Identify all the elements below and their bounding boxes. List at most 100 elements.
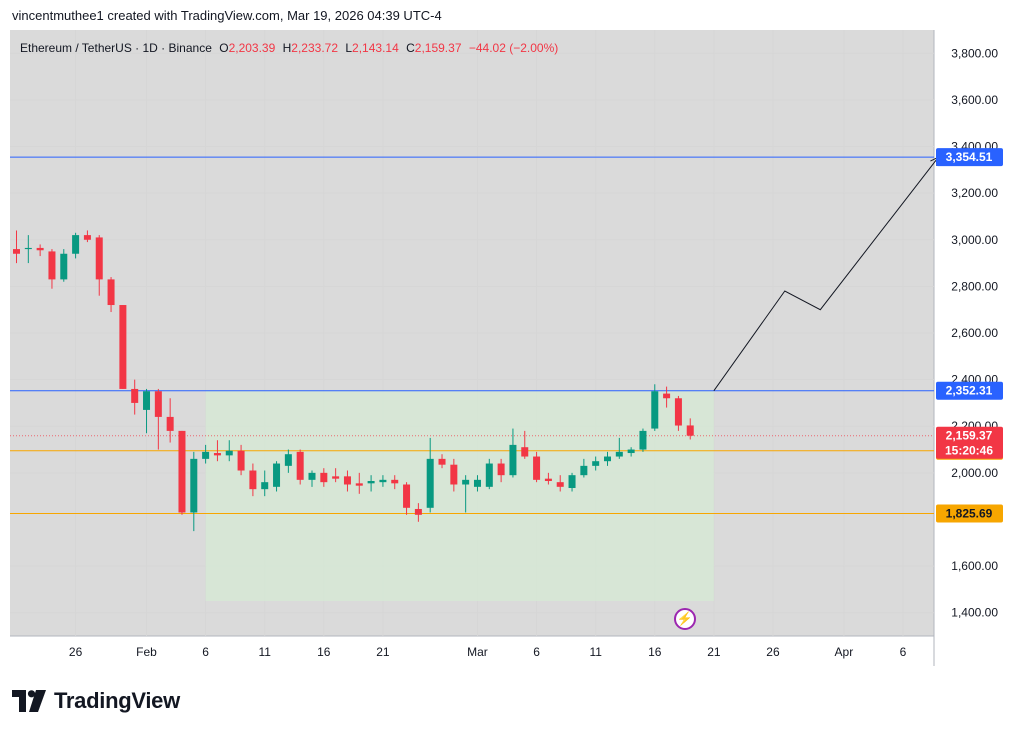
x-tick-label: 16 xyxy=(317,645,331,659)
y-tick-label: 1,400.00 xyxy=(951,606,998,620)
candle-body xyxy=(485,463,493,487)
candle-body xyxy=(391,479,399,484)
candle-body xyxy=(72,235,80,254)
x-tick-label: 21 xyxy=(707,645,721,659)
tradingview-logo[interactable]: TradingView xyxy=(12,687,180,715)
candle-body xyxy=(450,464,458,485)
x-tick-label: 11 xyxy=(258,645,271,659)
candle-body xyxy=(674,398,682,426)
candle-body xyxy=(154,391,162,417)
low-value: 2,143.14 xyxy=(352,41,399,55)
price-tag-blue-lower-text: 2,352.31 xyxy=(946,384,993,398)
price-axis-background xyxy=(934,30,1014,666)
candle-body xyxy=(462,479,470,485)
price-tag-orange-lower xyxy=(936,504,1003,523)
candle-body xyxy=(509,444,517,476)
candle-body xyxy=(213,453,221,456)
candle-body xyxy=(131,388,139,403)
candle-body xyxy=(296,451,304,480)
candle-body xyxy=(533,456,541,480)
current-price-tag-text: 2,159.37 xyxy=(946,429,993,443)
close-value: 2,159.37 xyxy=(414,41,462,55)
candle-body xyxy=(663,393,671,399)
x-tick-label: 21 xyxy=(376,645,390,659)
x-tick-label: 26 xyxy=(69,645,83,659)
candle-body xyxy=(308,472,316,480)
candle-body xyxy=(107,279,115,306)
candle-body xyxy=(119,305,127,389)
candle-body xyxy=(627,449,635,454)
x-tick-label: 6 xyxy=(900,645,907,659)
candle-body xyxy=(249,470,257,490)
time-axis-background xyxy=(10,636,934,666)
candle-body xyxy=(497,463,505,476)
x-tick-label: 16 xyxy=(648,645,662,659)
candle-body xyxy=(48,251,56,280)
tradingview-logo-icon xyxy=(12,690,46,712)
candle-body xyxy=(403,484,411,508)
candle-body xyxy=(143,391,151,410)
candle-body xyxy=(284,454,292,466)
price-chart[interactable]: 1,400.001,600.002,000.002,200.002,400.00… xyxy=(10,30,1014,666)
x-tick-label: Apr xyxy=(835,645,854,659)
logo-text: TradingView xyxy=(54,688,180,713)
chart-frame[interactable]: 1,400.00 1,600.00 2,000.00 2,200.00 2,400.00… xyxy=(10,30,1014,666)
candle-body xyxy=(178,430,186,513)
symbol-label: Ethereum / TetherUS · 1D · Binance xyxy=(20,41,212,55)
candle-body xyxy=(379,479,387,483)
change-value: −44.02 (−2.00%) xyxy=(468,41,559,55)
current-price-tag-text: 15:20:46 xyxy=(945,444,993,458)
candle-body xyxy=(190,458,198,513)
candle-body xyxy=(237,450,245,471)
high-value: 2,233.72 xyxy=(291,41,339,55)
price-tag-blue-lower xyxy=(936,381,1003,400)
open-value: 2,203.39 xyxy=(228,41,276,55)
x-tick-label: 11 xyxy=(589,645,602,659)
candle-body xyxy=(367,481,375,484)
candle-body xyxy=(261,482,269,490)
x-tick-label: 26 xyxy=(766,645,780,659)
candle-body xyxy=(202,451,210,459)
candle-body xyxy=(83,235,91,240)
y-tick-label: 3,600.00 xyxy=(951,93,998,107)
range-zone xyxy=(205,390,714,602)
candle-body xyxy=(426,458,434,508)
candle-body xyxy=(332,476,340,479)
low-label: L xyxy=(345,41,353,55)
candle-body xyxy=(343,476,351,485)
y-tick-label: 3,800.00 xyxy=(951,46,998,60)
x-tick-label: 6 xyxy=(533,645,540,659)
y-tick-label: 2,600.00 xyxy=(951,326,998,340)
candle-body xyxy=(651,391,659,429)
candle-body xyxy=(544,478,552,482)
candle-body xyxy=(686,425,694,436)
price-tag-orange-lower-text: 1,825.69 xyxy=(946,506,993,520)
close-label: C xyxy=(406,41,415,55)
x-tick-label: Mar xyxy=(467,645,488,659)
candle-body xyxy=(355,483,363,486)
high-label: H xyxy=(282,41,292,55)
candle-body xyxy=(521,447,529,457)
candle-body xyxy=(36,247,44,251)
candle-body xyxy=(580,465,588,476)
chart-attribution: vincentmuthee1 created with TradingView.… xyxy=(12,8,442,23)
candle-body xyxy=(473,479,481,487)
candle-body xyxy=(615,451,623,457)
x-tick-label: 6 xyxy=(202,645,209,659)
x-tick-label: Feb xyxy=(136,645,157,659)
y-tick-label: 1,600.00 xyxy=(951,559,998,573)
candle-body xyxy=(438,458,446,465)
candle-body xyxy=(225,450,233,456)
lightning-icon[interactable]: ⚡ xyxy=(674,608,696,630)
candle-body xyxy=(639,430,647,450)
open-label: O xyxy=(219,41,229,55)
y-tick-label: 3,000.00 xyxy=(951,233,998,247)
y-tick-label: 2,000.00 xyxy=(951,466,998,480)
candle-body xyxy=(568,475,576,488)
ohlc-legend: Ethereum / TetherUS · 1D · Binance O2,20… xyxy=(20,41,558,55)
current-price-tag xyxy=(936,426,1003,459)
candle-body xyxy=(13,249,20,254)
y-tick-label: 3,200.00 xyxy=(951,186,998,200)
projection-path xyxy=(713,156,939,391)
candle-body xyxy=(95,237,103,280)
